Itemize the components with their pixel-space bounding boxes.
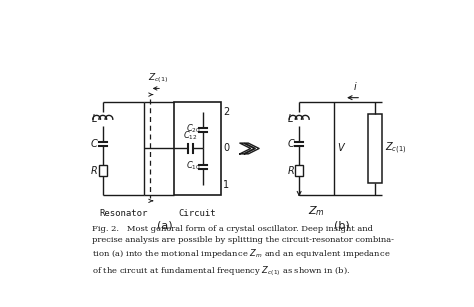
Text: L: L <box>288 114 293 124</box>
Text: 2: 2 <box>223 107 229 117</box>
Text: L: L <box>91 114 97 124</box>
Text: 1: 1 <box>223 181 229 190</box>
Text: C: C <box>91 139 98 149</box>
Text: V: V <box>337 143 344 154</box>
Text: $Z_{c(1)}$: $Z_{c(1)}$ <box>148 72 168 85</box>
Text: C: C <box>287 139 294 149</box>
Bar <box>368 114 383 183</box>
Bar <box>99 165 107 176</box>
Text: $C_{12}$: $C_{12}$ <box>183 129 198 142</box>
Text: (b): (b) <box>334 221 349 231</box>
Text: (a): (a) <box>156 221 172 231</box>
Bar <box>295 165 303 176</box>
Text: 0: 0 <box>223 143 229 154</box>
Text: Circuit: Circuit <box>179 208 216 218</box>
Text: Resonator: Resonator <box>100 208 148 218</box>
Text: R: R <box>287 166 294 176</box>
Text: Fig. 2.   Most general form of a crystal oscillator. Deep insight and
precise an: Fig. 2. Most general form of a crystal o… <box>92 225 394 278</box>
Bar <box>174 102 220 195</box>
Text: $Z_m$: $Z_m$ <box>308 204 325 218</box>
Text: i: i <box>354 82 356 92</box>
Text: $C_{10}$: $C_{10}$ <box>186 160 201 173</box>
Text: $C_{20}$: $C_{20}$ <box>186 123 201 135</box>
Text: R: R <box>91 166 98 176</box>
Text: $Z_{c(1)}$: $Z_{c(1)}$ <box>385 141 407 156</box>
